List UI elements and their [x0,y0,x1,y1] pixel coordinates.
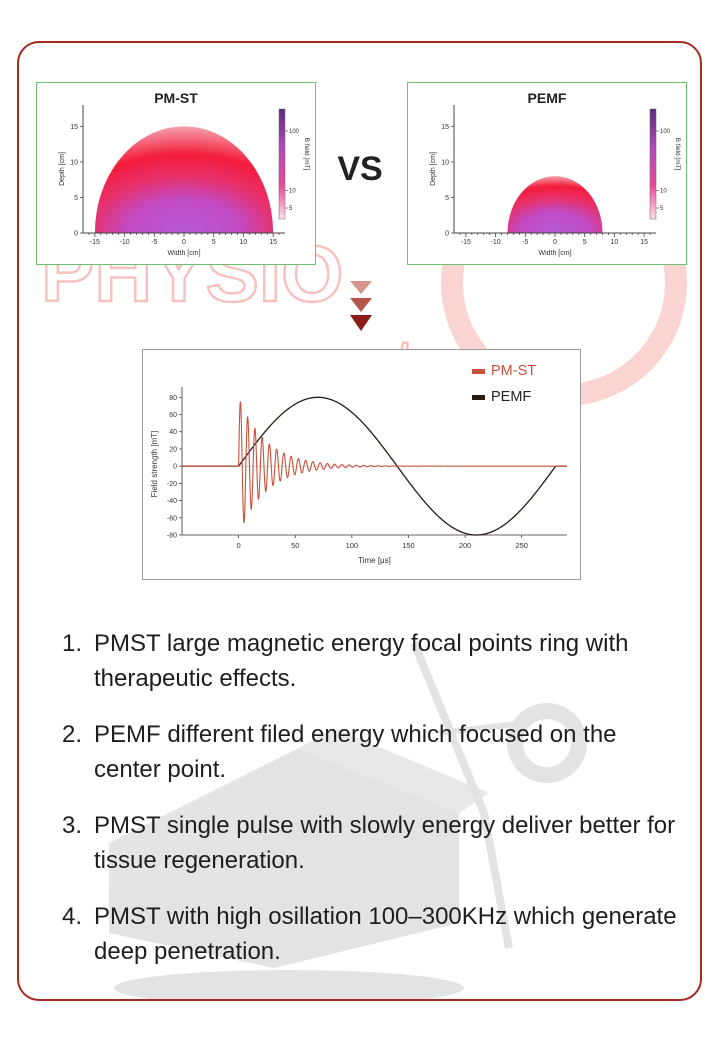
x-tick-label: -15 [461,239,471,246]
device-photo [109,641,587,999]
x-axis-label: Width [cm] [538,250,571,257]
note-text: PEMF different filed energy which focuse… [94,721,617,783]
y-tick-label: -40 [167,498,177,505]
colorbar-tick-label: 10 [289,188,296,194]
y-tick-label: -60 [167,515,177,522]
vs-label: VS [337,150,383,188]
heatmap-title: PEMF [527,90,567,106]
field-strength-chart: 80 60 40 20 0 -20 -40 -60 -80 0 50 100 150 200 250 Time… [142,349,581,580]
legend-swatch [472,395,485,400]
y-tick-label: 15 [70,124,78,131]
y-tick-label: 0 [445,231,449,238]
y-tick-label: 10 [441,159,449,166]
y-axis-label: Field strength [mT] [150,431,159,498]
field-region [507,176,603,233]
colorbar-tick-label: 100 [660,129,671,135]
x-tick-label: 0 [553,239,557,246]
y-tick-label: 60 [169,412,177,419]
colorbar [278,108,286,220]
x-tick-label: 5 [212,239,216,246]
x-tick-label: 0 [237,541,241,550]
x-tick-label: 5 [583,239,587,246]
y-tick-label: 5 [445,195,449,202]
x-tick-label: 200 [459,541,472,550]
heatmap-plot: -15 -10 -5 0 5 10 15 0 5 10 15 Width [cm] Depth [cm]… [430,105,681,257]
colorbar-label: B field [mT] [674,138,681,171]
x-tick-label: 10 [240,239,248,246]
x-tick-label: 15 [269,239,277,246]
x-tick-label: 10 [611,239,619,246]
note-item: 2. PEMF different filed energy which focu… [62,717,682,787]
y-tick-label: 80 [169,395,177,402]
x-tick-label: 15 [640,239,648,246]
colorbar-tick-label: 5 [660,206,664,212]
note-number: 2. [62,721,83,748]
note-number: 1. [62,630,83,657]
heatmap-title: PM-ST [154,90,198,106]
colorbar-tick-label: 100 [289,129,300,135]
note-item: 1. PMST large magnetic energy focal point… [62,626,682,696]
x-tick-label: 150 [402,541,415,550]
heatmap-plot: -15 -10 -5 0 5 10 15 0 5 10 15 Width [cm] Depth [cm]… [59,105,310,257]
down-arrow-icon [350,298,372,312]
series-line-pmst [182,401,568,524]
colorbar-tick-label: 10 [660,188,667,194]
note-number: 3. [62,812,83,839]
x-tick-label: -10 [491,239,501,246]
x-tick-label: -15 [90,239,100,246]
colorbar-label: B field [mT] [303,138,310,171]
note-text: PMST large magnetic energy focal points … [94,630,629,692]
heatmap-pmst: PM-ST -15 -10 -5 0 5 10 15 0 5 10 15 Width [cm] Dept… [36,82,316,265]
down-arrow-icon [350,281,372,294]
y-tick-label: 20 [169,446,177,453]
note-number: 4. [62,903,83,930]
y-tick-label: 15 [441,124,449,131]
x-tick-label: 100 [346,541,359,550]
y-tick-label: 5 [74,195,78,202]
y-tick-label: 0 [173,464,177,471]
x-tick-label: 250 [515,541,528,550]
legend-swatch [472,369,485,374]
x-tick-label: 50 [291,541,299,550]
y-tick-label: -80 [167,533,177,540]
x-tick-label: -5 [151,239,157,246]
legend-label: PEMF [491,389,531,405]
note-text: PMST single pulse with slowly energy del… [94,812,676,874]
heatmap-pemf: PEMF -15 -10 -5 0 5 10 15 0 5 10 15 Width [cm] Depth… [407,82,687,265]
colorbar-tick-label: 5 [289,206,293,212]
legend-label: PM-ST [491,363,536,379]
x-axis-label: Time [μs] [358,556,391,565]
field-region [94,126,274,233]
y-axis-label: Depth [cm] [59,152,66,186]
x-tick-label: -5 [522,239,528,246]
note-item: 3. PMST single pulse with slowly energy d… [62,808,682,878]
note-text: PMST with high osillation 100–300KHz whi… [94,903,677,965]
y-axis-label: Depth [cm] [430,152,437,186]
notes-list: 1. PMST large magnetic energy focal point… [62,626,682,990]
series-line-pemf [182,396,567,536]
down-arrow-icon [350,315,372,331]
x-tick-label: 0 [182,239,186,246]
x-axis-label: Width [cm] [167,250,200,257]
y-tick-label: 0 [74,231,78,238]
y-tick-label: 40 [169,429,177,436]
colorbar [649,108,657,220]
note-item: 4. PMST with high osillation 100–300KHz w… [62,899,682,969]
y-tick-label: -20 [167,481,177,488]
y-tick-label: 10 [70,159,78,166]
x-tick-label: -10 [120,239,130,246]
